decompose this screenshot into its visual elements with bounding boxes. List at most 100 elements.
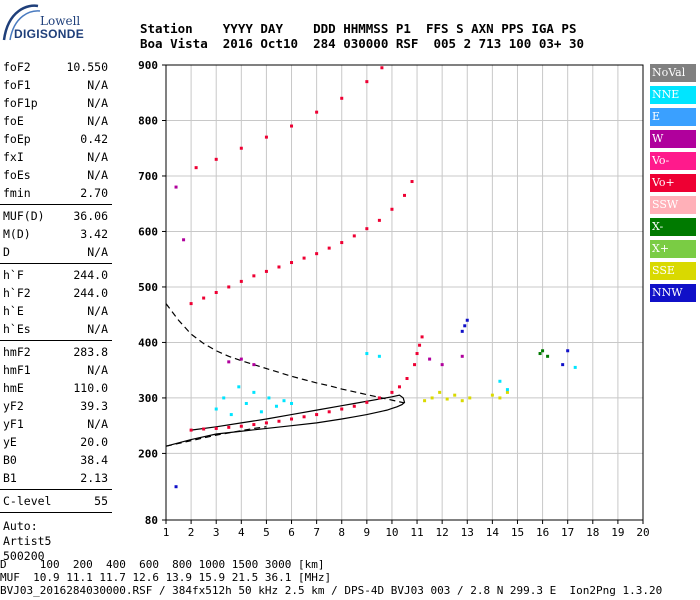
echo-point: [214, 157, 218, 161]
param-name: fxI: [3, 150, 24, 164]
echo-point: [252, 390, 256, 394]
echo-point: [244, 401, 248, 405]
echo-point: [290, 124, 294, 128]
param-name: foF1p: [3, 96, 38, 110]
x-tick-label: 16: [536, 526, 549, 539]
param-row: hmF1 N/A: [0, 361, 112, 379]
echo-point: [410, 180, 414, 184]
legend-item: SSW: [650, 196, 696, 214]
profile-curve: [165, 426, 267, 447]
plot-frame: [165, 64, 644, 521]
param-name: h`E: [3, 304, 24, 318]
param-value: 10.550: [66, 60, 108, 74]
x-tick-label: 6: [288, 526, 295, 539]
station-header: Station YYYY DAY DDD HHMMSS P1 FFS S AXN…: [140, 21, 584, 51]
echo-point: [365, 227, 369, 231]
echo-point: [405, 377, 409, 381]
echo-point: [202, 296, 206, 300]
echo-point: [214, 426, 218, 430]
legend-item: E: [650, 108, 696, 126]
param-name: yF2: [3, 399, 24, 413]
param-name: foEp: [3, 132, 31, 146]
echo-point: [290, 417, 294, 421]
x-tick-label: 10: [385, 526, 398, 539]
legend-item: NNE: [650, 86, 696, 104]
param-name: yE: [3, 435, 17, 449]
y-tick-label: 700: [138, 170, 158, 183]
param-name: hmF1: [3, 363, 31, 377]
echo-point: [327, 410, 331, 414]
param-value: N/A: [87, 96, 108, 110]
echo-point: [290, 261, 294, 265]
echo-point: [214, 291, 218, 294]
echo-point: [340, 241, 344, 245]
echo-point: [365, 352, 369, 356]
y-tick-label: 400: [138, 336, 158, 349]
echo-point: [498, 396, 502, 400]
y-tick-label: 600: [138, 225, 158, 238]
param-value: 244.0: [73, 286, 108, 300]
param-value: 110.0: [73, 381, 108, 395]
param-row: M(D) 3.42: [0, 225, 112, 243]
echo-point: [229, 413, 233, 417]
echo-point: [413, 363, 417, 367]
autoscaling-line: Artist5: [3, 534, 52, 548]
echo-point: [315, 110, 319, 114]
legend-item: Vo-: [650, 152, 696, 170]
echo-point: [252, 363, 256, 367]
legend-item: X-: [650, 218, 696, 236]
echo-point: [352, 404, 356, 408]
param-value: N/A: [87, 78, 108, 92]
x-tick-label: 20: [636, 526, 649, 539]
x-tick-label: 13: [461, 526, 474, 539]
echo-point: [420, 335, 424, 339]
echo-point: [264, 135, 268, 139]
y-tick-label: 800: [138, 114, 158, 127]
param-name: M(D): [3, 227, 31, 241]
y-tick-label: 900: [138, 59, 158, 72]
echo-point: [490, 393, 494, 397]
param-divider: [0, 340, 112, 341]
echo-point: [264, 269, 268, 273]
muf-row: MUF 10.9 11.1 11.7 12.6 13.9 15.9 21.5 3…: [0, 571, 332, 584]
echo-point: [403, 193, 406, 197]
param-row: hmF2 283.8: [0, 343, 112, 361]
legend-item: W: [650, 130, 696, 148]
echo-point: [460, 399, 464, 403]
param-row: yF1 N/A: [0, 415, 112, 433]
param-value: N/A: [87, 168, 108, 182]
echo-point: [546, 354, 550, 358]
digisonde-logo: Lowell DIGISONDE: [0, 0, 120, 44]
param-row: B1 2.13: [0, 469, 112, 487]
y-tick-label: 300: [138, 392, 158, 405]
echo-point: [377, 354, 381, 358]
x-tick-label: 8: [338, 526, 345, 539]
header-labels: Station YYYY DAY DDD HHMMSS P1 FFS S AXN…: [140, 21, 577, 36]
x-tick-label: 4: [238, 526, 245, 539]
echo-point: [227, 285, 231, 289]
param-row: h`Es N/A: [0, 320, 112, 338]
x-tick-label: 19: [611, 526, 624, 539]
echo-point: [194, 166, 198, 170]
distance-row: D 100 200 400 600 800 1000 1500 3000 [km…: [0, 558, 325, 571]
echo-point: [365, 80, 369, 84]
echo-point: [239, 146, 243, 150]
echo-point: [423, 399, 427, 403]
param-value: N/A: [87, 363, 108, 377]
echo-point: [264, 421, 268, 425]
profile-curve: [165, 394, 406, 447]
x-tick-label: 5: [263, 526, 270, 539]
param-row: foE N/A: [0, 112, 112, 130]
autoscaling-line: Auto:: [3, 519, 38, 533]
echo-point: [365, 400, 369, 404]
echo-point: [460, 354, 464, 358]
param-name: B0: [3, 453, 17, 467]
param-row: hmE 110.0: [0, 379, 112, 397]
param-name: foE: [3, 114, 24, 128]
param-row: foF1p N/A: [0, 94, 112, 112]
param-value: N/A: [87, 150, 108, 164]
logo-arc-icon: [2, 4, 41, 41]
echo-point: [222, 396, 226, 400]
echo-point: [315, 413, 319, 417]
echo-point: [465, 318, 469, 322]
